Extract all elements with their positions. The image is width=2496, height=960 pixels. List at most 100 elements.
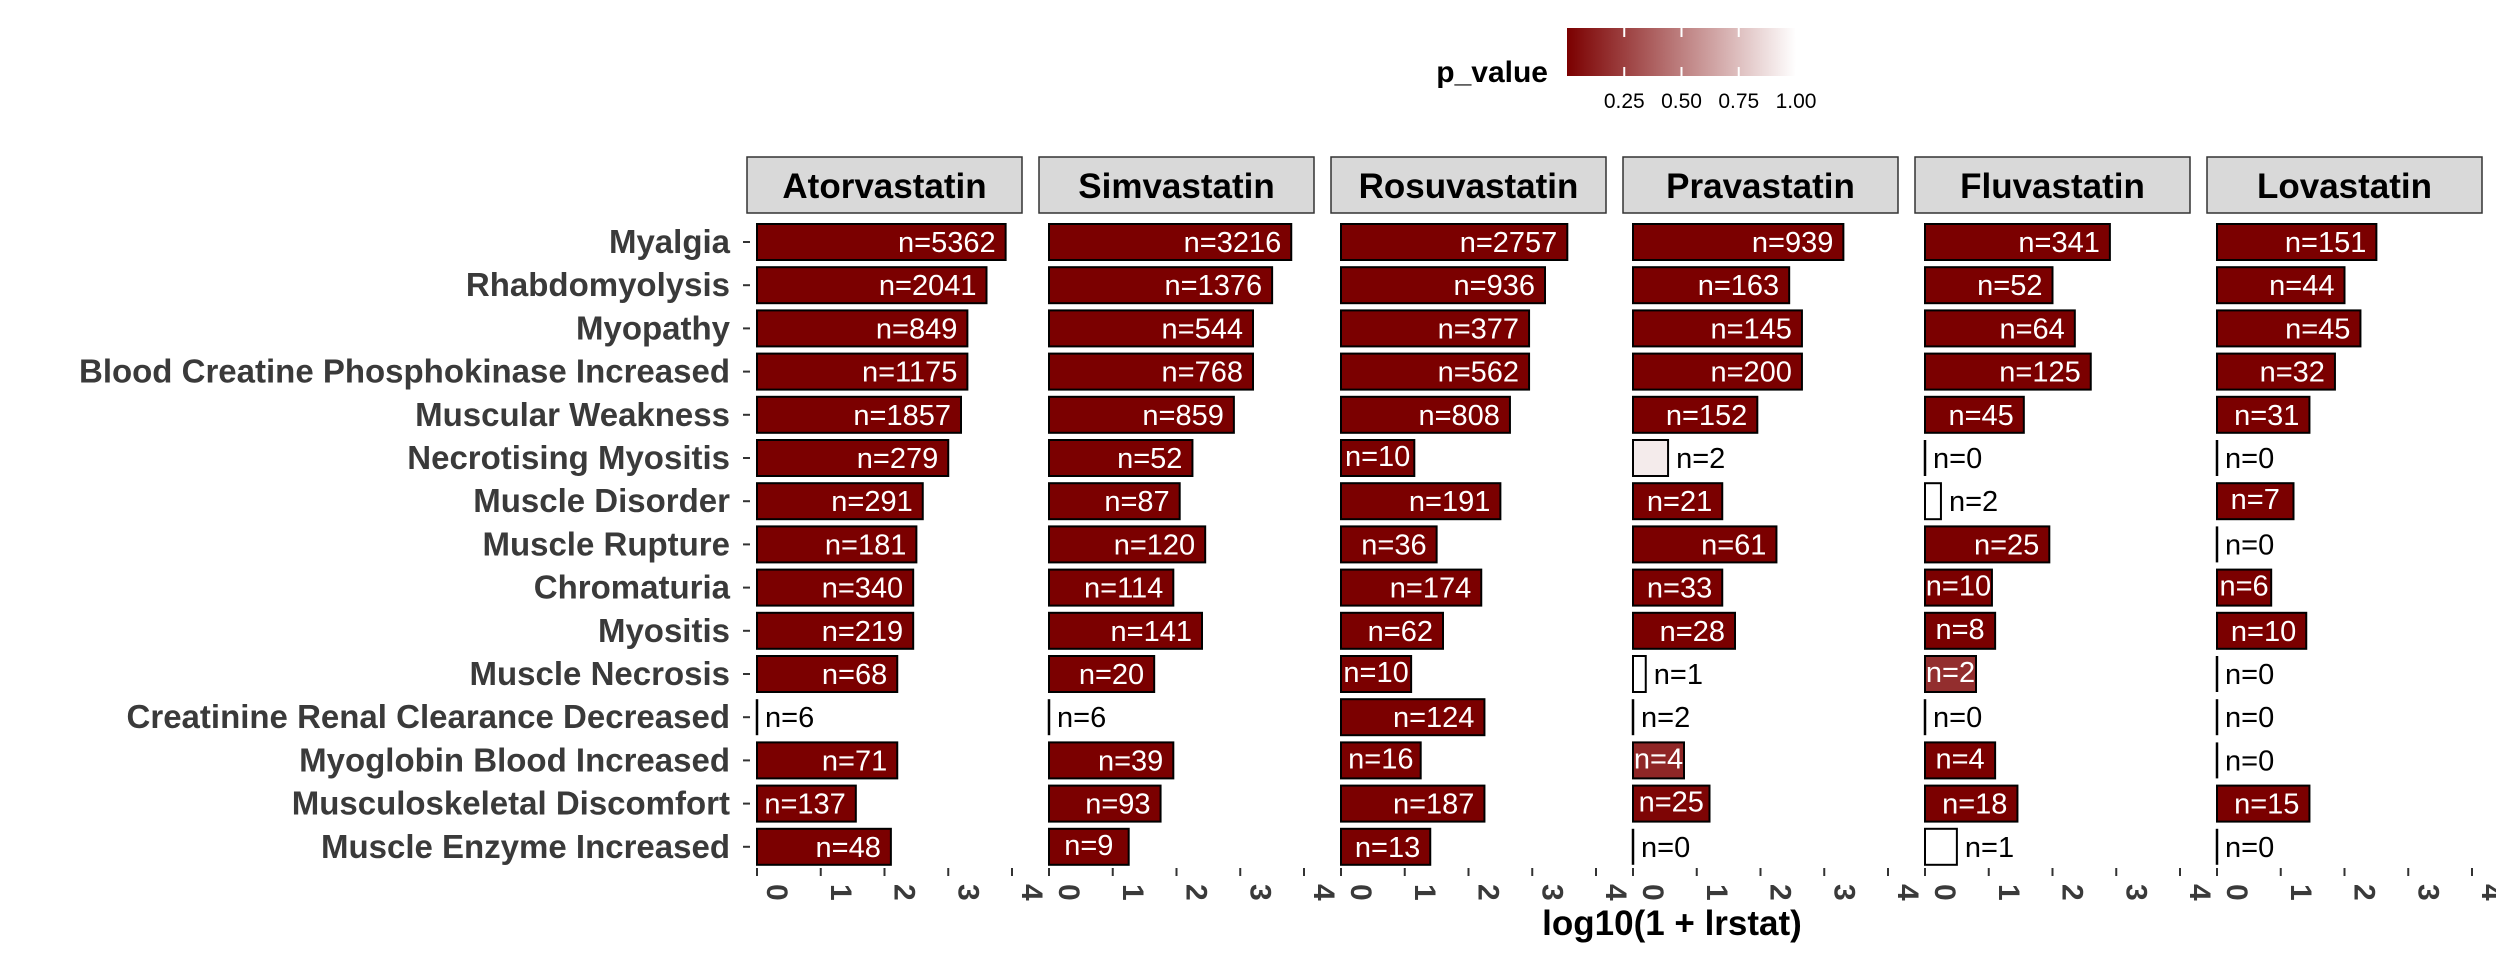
bar-value-label: n=6 xyxy=(1057,702,1106,734)
bar xyxy=(1048,482,1181,521)
bar xyxy=(756,482,924,521)
bar-value-label: n=1 xyxy=(1965,832,2014,864)
bar-value-label: n=200 xyxy=(1710,357,1791,389)
bar-value-label: n=87 xyxy=(1104,486,1169,518)
bar-value-label: n=2 xyxy=(1676,443,1725,475)
bar-value-label: n=10 xyxy=(2231,616,2296,648)
bar xyxy=(756,352,969,391)
bar-value-label: n=936 xyxy=(1454,270,1535,302)
bar xyxy=(1632,611,1736,650)
x-tick-label: 1 xyxy=(1116,884,1149,901)
bar-value-label: n=849 xyxy=(876,313,957,345)
row-label: Myositis xyxy=(598,612,730,649)
bar-value-label: n=52 xyxy=(1977,270,2042,302)
row-label: Musculoskeletal Discomfort xyxy=(292,785,730,822)
bar-value-label: n=64 xyxy=(1999,313,2064,345)
bar xyxy=(1632,352,1803,391)
bar xyxy=(1048,827,1130,866)
legend: p_value 0.25 0.50 0.75 1.00 xyxy=(1436,28,1816,113)
legend-title: p_value xyxy=(1436,56,1548,89)
bar xyxy=(1048,309,1254,348)
bar xyxy=(2216,352,2336,391)
facet-panel: Lovastatinn=151n=44n=45n=32n=31n=0n=7n=0… xyxy=(2206,156,2496,901)
bar-value-label: n=377 xyxy=(1438,313,1519,345)
bar xyxy=(1632,741,1685,780)
bar-value-label: n=120 xyxy=(1114,529,1195,561)
bar-value-label: n=7 xyxy=(2231,484,2280,516)
bar xyxy=(1340,395,1511,434)
x-tick-label: 1 xyxy=(1700,884,1733,901)
bar-value-label: n=48 xyxy=(816,832,881,864)
bar-value-label: n=44 xyxy=(2269,270,2334,302)
bar xyxy=(2216,611,2308,650)
bar-value-label: n=28 xyxy=(1660,616,1725,648)
bar-value-label: n=31 xyxy=(2234,400,2299,432)
x-tick-label: 4 xyxy=(1891,884,1924,901)
facet-panel: Rosuvastatinn=2757n=936n=377n=562n=808n=… xyxy=(1330,156,1632,901)
facet-panel: Simvastatin n=3216 n=1376 n=544 n=768 n=859 n=… xyxy=(1038,156,1340,901)
bar-value-label: n=181 xyxy=(825,529,906,561)
bar-value-label: n=2 xyxy=(1926,657,1975,689)
bar-value-label: n=187 xyxy=(1393,789,1474,821)
bar xyxy=(2216,266,2346,305)
bar xyxy=(756,439,950,477)
bar-value-label: n=13 xyxy=(1355,832,1420,864)
bar xyxy=(1632,655,1647,693)
row-label: Muscle Disorder xyxy=(473,482,730,519)
bar xyxy=(756,266,988,305)
bar xyxy=(756,827,892,866)
bar xyxy=(1340,611,1444,650)
bar xyxy=(1924,655,1977,693)
bar xyxy=(1632,223,1845,261)
x-tick-label: 4 xyxy=(1307,884,1340,901)
bar-value-label: n=137 xyxy=(764,789,845,821)
bar-value-label: n=15 xyxy=(2234,789,2299,821)
x-axis-title: log10(1 + lrstat) xyxy=(1542,904,1802,943)
bar-value-label: n=859 xyxy=(1142,400,1223,432)
bar xyxy=(1924,611,1997,650)
bar xyxy=(1924,223,2111,261)
bar xyxy=(756,223,1007,261)
x-tick-label: 1 xyxy=(1408,884,1441,901)
facet-panel: Fluvastatin n=341 n=52 n=64 n=125 n=45 n=0 n=2 n… xyxy=(1914,156,2216,901)
bar xyxy=(1340,698,1486,737)
row-label: Creatinine Renal Clearance Decreased xyxy=(127,698,730,735)
bar-value-label: n=114 xyxy=(1084,573,1163,605)
bar-value-label: n=0 xyxy=(2225,832,2274,864)
row-label: Necrotising Myositis xyxy=(407,439,730,476)
legend-tick-label: 0.50 xyxy=(1661,90,1702,113)
bar-value-label: n=808 xyxy=(1418,400,1499,432)
bar-value-label: n=125 xyxy=(1999,357,2080,389)
x-tick-label: 0 xyxy=(1052,884,1085,901)
bar xyxy=(756,784,857,823)
bar-value-label: n=0 xyxy=(2225,745,2274,777)
bar xyxy=(1924,525,2051,564)
row-label: Muscle Necrosis xyxy=(470,655,730,692)
bar-value-label: n=25 xyxy=(1639,787,1704,819)
x-tick-label: 0 xyxy=(1344,884,1377,901)
bar xyxy=(756,395,962,434)
row-label: Myalgia xyxy=(609,223,731,260)
facet-strip xyxy=(2206,156,2483,214)
bar-value-label: n=2 xyxy=(1641,702,1690,734)
x-tick-label: 3 xyxy=(1535,884,1568,901)
bar-value-label: n=10 xyxy=(1926,571,1991,603)
bar xyxy=(1924,352,2092,391)
bar-value-label: n=16 xyxy=(1348,743,1413,775)
bar-value-label: n=61 xyxy=(1701,529,1766,561)
bar xyxy=(1632,395,1759,434)
legend-tick-label: 0.25 xyxy=(1604,90,1645,113)
bar-value-label: n=33 xyxy=(1647,573,1712,605)
bar xyxy=(1048,525,1207,564)
bar-value-label: n=3216 xyxy=(1184,227,1282,259)
bar xyxy=(1924,827,1958,866)
bar-value-label: n=5362 xyxy=(898,227,996,259)
bar-value-label: n=2 xyxy=(1949,486,1998,518)
x-tick-label: 0 xyxy=(2220,884,2253,901)
bar xyxy=(1632,525,1778,564)
bar xyxy=(2216,482,2295,521)
bar xyxy=(1632,439,1670,477)
bar-value-label: n=163 xyxy=(1698,270,1779,302)
bar-value-label: n=6 xyxy=(765,702,814,734)
row-label: Blood Creatine Phosphokinase Increased xyxy=(79,353,730,390)
